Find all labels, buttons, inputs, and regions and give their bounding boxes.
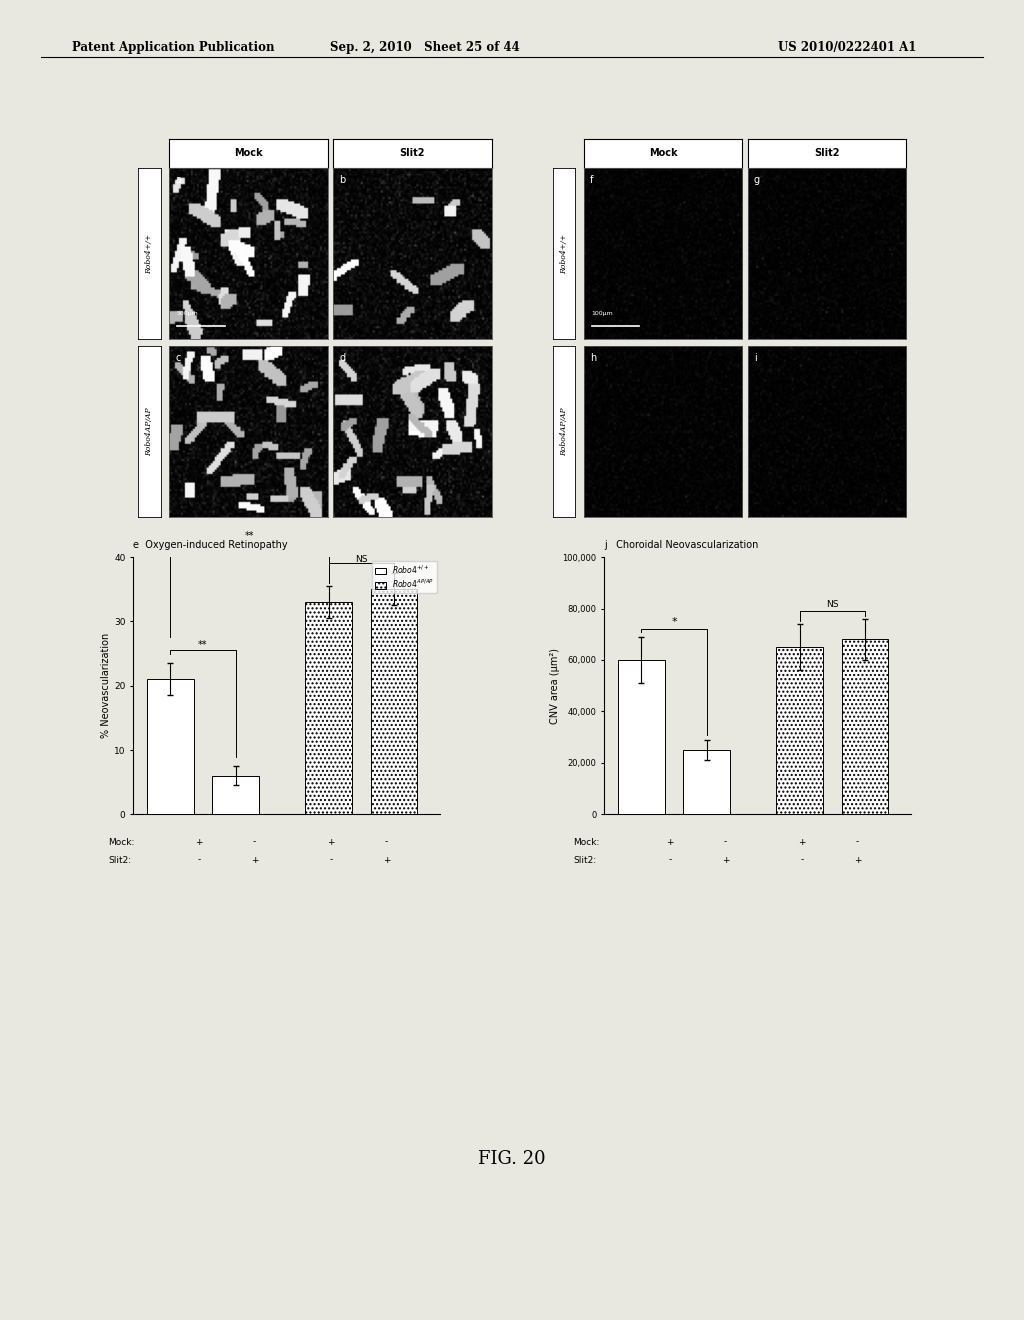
Text: -: - [724, 838, 727, 846]
Text: Slit2:: Slit2: [573, 855, 597, 865]
Bar [212, 776, 259, 814]
Legend: $\it{Robo4}^{+/+}$, $\it{Robo4}^{AP/AP}$: $\it{Robo4}^{+/+}$, $\it{Robo4}^{AP/AP}$ [373, 561, 436, 593]
Text: Robo4AP/AP: Robo4AP/AP [560, 408, 568, 455]
Bar [147, 680, 194, 814]
Text: **: ** [199, 640, 208, 651]
Text: +: + [722, 855, 729, 865]
Text: 500μm: 500μm [177, 312, 199, 317]
Text: -: - [669, 855, 672, 865]
Text: e  Oxygen-induced Retinopathy: e Oxygen-induced Retinopathy [133, 540, 288, 550]
Text: h: h [590, 352, 596, 363]
Text: b: b [339, 174, 345, 185]
Text: a: a [175, 174, 181, 185]
Text: Mock: Mock [234, 148, 262, 158]
Y-axis label: % Neovascularization: % Neovascularization [101, 634, 112, 738]
Text: d: d [339, 352, 345, 363]
Text: 100μm: 100μm [592, 312, 613, 317]
Text: *: * [671, 618, 677, 627]
Text: j   Choroidal Neovascularization: j Choroidal Neovascularization [604, 540, 759, 550]
Bar [842, 639, 888, 814]
Text: Robo4+/+: Robo4+/+ [560, 234, 568, 273]
Text: -: - [253, 838, 256, 846]
Bar [776, 647, 823, 814]
Text: -: - [385, 838, 388, 846]
Text: Mock: Mock [649, 148, 677, 158]
Text: +: + [196, 838, 203, 846]
Text: Slit2: Slit2 [814, 148, 840, 158]
Text: +: + [799, 838, 806, 846]
Text: +: + [667, 838, 674, 846]
Bar [618, 660, 665, 814]
Text: Robo4+/+: Robo4+/+ [145, 234, 154, 273]
Text: -: - [856, 838, 859, 846]
Text: +: + [328, 838, 335, 846]
Text: Slit2: Slit2 [399, 148, 425, 158]
Text: +: + [854, 855, 861, 865]
Text: g: g [754, 174, 760, 185]
Bar [305, 602, 352, 814]
Text: FIG. 20: FIG. 20 [478, 1150, 546, 1168]
Text: Sep. 2, 2010   Sheet 25 of 44: Sep. 2, 2010 Sheet 25 of 44 [330, 41, 520, 54]
Text: f: f [590, 174, 593, 185]
Bar [683, 750, 730, 814]
Text: NS: NS [826, 601, 839, 610]
Text: NS: NS [355, 554, 368, 564]
Text: +: + [383, 855, 390, 865]
Text: i: i [754, 352, 757, 363]
Text: Mock:: Mock: [109, 838, 135, 846]
Text: -: - [330, 855, 333, 865]
Bar [371, 589, 417, 814]
Text: **: ** [245, 531, 254, 541]
Text: c: c [175, 352, 180, 363]
Text: Mock:: Mock: [573, 838, 600, 846]
Text: -: - [801, 855, 804, 865]
Text: Robo4AP/AP: Robo4AP/AP [145, 408, 154, 455]
Y-axis label: CNV area (μm²): CNV area (μm²) [550, 648, 560, 723]
Text: Patent Application Publication: Patent Application Publication [72, 41, 274, 54]
Text: +: + [251, 855, 258, 865]
Text: US 2010/0222401 A1: US 2010/0222401 A1 [778, 41, 916, 54]
Text: -: - [198, 855, 201, 865]
Text: Slit2:: Slit2: [109, 855, 132, 865]
